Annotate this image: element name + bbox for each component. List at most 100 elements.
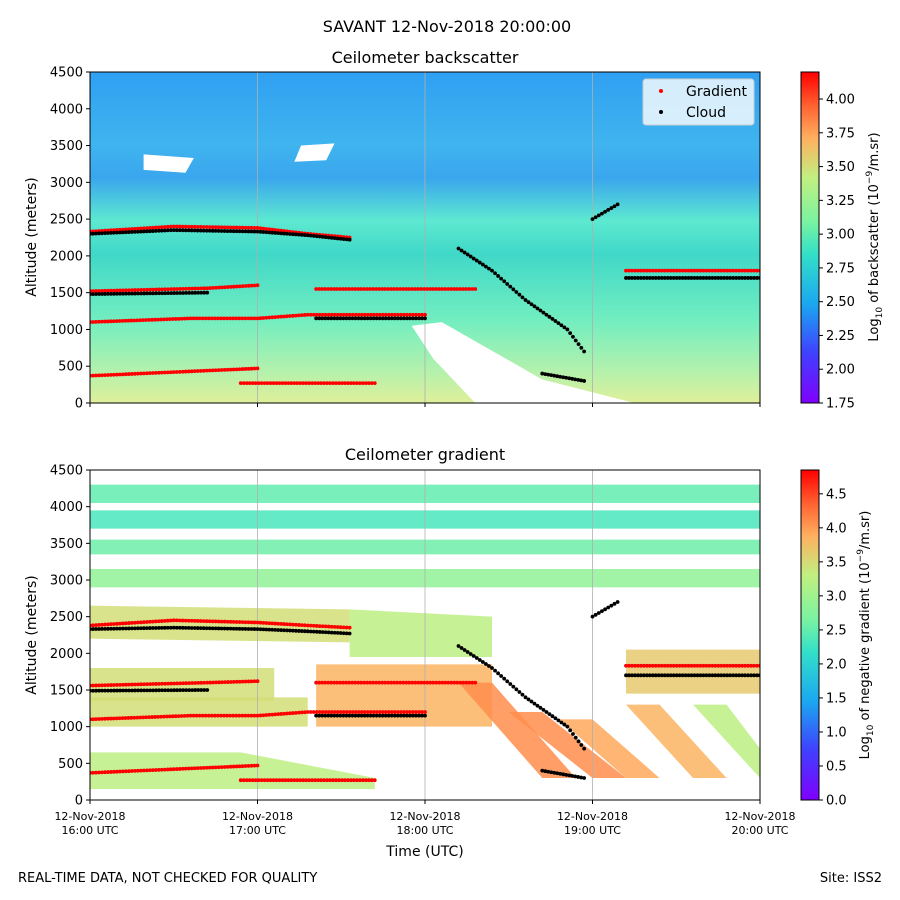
gradient-point [165,618,170,623]
gradient-point [417,710,421,714]
cloud-point [174,228,179,233]
gradient-point [118,372,122,377]
cloud-point [511,684,516,689]
cloud-point [314,316,319,321]
gradient-point [446,287,451,291]
cloud-point [564,375,569,380]
gradient-point [362,680,367,685]
gradient-point [310,381,315,386]
gradient-point [135,768,140,773]
colorbar-tick-label: 3.50 [826,160,855,175]
gradient-point [313,381,318,386]
gradient-point [396,710,400,714]
gradient-point [153,370,158,375]
gradient-point [203,316,208,321]
gradient-point [249,713,254,718]
gradient-point [420,710,424,714]
cloud-point [129,230,134,234]
cloud-point [267,230,272,235]
gradient-point [217,680,221,685]
gradient-point [743,663,748,668]
gradient-point [414,710,418,714]
gradient-point [241,381,246,386]
gradient-point [304,381,309,386]
cloud-point [332,630,337,635]
gradient-point [246,225,251,230]
cloud-point [590,614,595,619]
gradient-point [246,679,251,684]
cloud-point [97,292,101,296]
gradient-point [91,623,95,628]
gradient-point [340,778,344,783]
gradient-point [338,312,343,317]
gradient-point [464,680,469,685]
y-tick-label: 1000 [50,720,83,735]
gradient-point [240,367,245,371]
cloud-point [180,228,185,233]
gradient-point [668,663,673,668]
gradient-point [129,621,134,625]
cloud-point [103,626,107,631]
gradient-point [276,228,281,233]
gradient-point [200,316,205,321]
gradient-point [150,768,155,773]
cloud-point [579,743,584,747]
gradient-point [121,372,125,377]
cloud-point [386,713,391,718]
gradient-point [416,287,421,291]
cloud-point [109,626,113,631]
cloud-point [193,290,198,295]
gradient-point [156,714,160,719]
cloud-point [326,713,331,718]
gradient-point [307,381,312,386]
cloud-point [138,229,143,234]
cloud-point [520,692,525,697]
gradient-point [277,778,282,783]
cloud-point [420,713,424,718]
missing-data-region [411,322,635,403]
gradient-point [240,225,245,230]
gradient-point [464,287,469,291]
gradient-point [737,268,742,273]
gradient-point [112,683,116,687]
gradient-point [671,663,676,668]
gradient-point [268,381,273,386]
cloud-point [487,266,491,271]
cloud-point [725,276,730,280]
gradient-point [638,268,643,273]
figure-title: SAVANT 12-Nov-2018 20:00:00 [323,17,571,36]
gradient-point [91,373,95,378]
cloud-point [166,688,171,693]
gradient-point [102,319,107,324]
gradient-point [404,287,409,291]
cloud-point [647,276,652,280]
gradient-point [196,286,201,291]
gradient-point [323,680,328,685]
gradient-point [219,368,224,372]
gradient-point [246,283,251,288]
cloud-point [423,316,427,321]
backscatter-grid [257,72,593,403]
cloud-point [234,229,239,234]
cloud-point [204,626,209,631]
gradient-point [334,381,338,386]
gradient-point [350,680,355,685]
gradient-point [102,716,107,721]
cloud-point [344,237,349,242]
gradient-point [136,288,141,292]
cloud-point [477,658,482,662]
cloud-point [644,673,649,678]
gradient-point [378,710,382,714]
cloud-point [573,338,578,343]
gradient-point [314,680,319,685]
gradient-point [243,713,248,718]
gradient-point [389,680,394,685]
gradient-point [305,312,310,317]
gradient-point [154,287,159,292]
gradient-point [316,778,321,783]
gradient-point [120,318,125,323]
cloud-point [97,688,101,693]
cloud-point [311,629,316,634]
gradient-point [357,381,362,386]
cloud-point [106,231,110,235]
